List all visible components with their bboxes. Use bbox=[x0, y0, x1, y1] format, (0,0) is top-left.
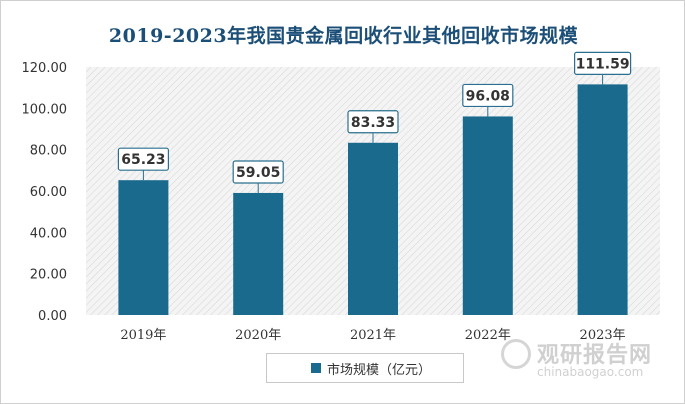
data-label: 111.59 bbox=[576, 56, 630, 72]
data-label: 65.23 bbox=[121, 152, 165, 168]
watermark-brand-cn: 观研报告网 bbox=[537, 343, 653, 368]
data-label: 59.05 bbox=[236, 165, 280, 181]
x-tick-label: 2022年 bbox=[465, 328, 511, 343]
y-tick-label: 100.00 bbox=[22, 102, 68, 117]
y-tick-label: 0.00 bbox=[38, 309, 67, 324]
bar bbox=[462, 116, 513, 316]
bar bbox=[233, 192, 284, 315]
data-label: 83.33 bbox=[351, 115, 395, 131]
x-tick-label: 2023年 bbox=[580, 328, 626, 343]
watermark-logo-icon bbox=[501, 339, 531, 369]
y-tick-label: 80.00 bbox=[30, 144, 67, 159]
x-tick-label: 2021年 bbox=[350, 328, 396, 343]
watermark: 观研报告网 chinabaogao.com bbox=[501, 335, 681, 383]
y-tick-label: 60.00 bbox=[30, 185, 67, 200]
x-tick-label: 2019年 bbox=[120, 328, 166, 343]
y-tick-label: 40.00 bbox=[30, 226, 67, 241]
bar bbox=[577, 84, 628, 315]
chart-title: 2019-2023年我国贵金属回收行业其他回收市场规模 bbox=[108, 25, 579, 47]
legend-label: 市场规模（亿元） bbox=[327, 362, 432, 378]
x-tick-label: 2020年 bbox=[235, 328, 281, 343]
data-label: 96.08 bbox=[466, 88, 510, 104]
y-tick-label: 120.00 bbox=[22, 61, 68, 76]
data-label-box bbox=[573, 51, 632, 75]
bar bbox=[348, 142, 398, 315]
watermark-brand-en: chinabaogao.com bbox=[537, 365, 644, 379]
bar bbox=[118, 180, 169, 315]
legend: 市场规模（亿元） bbox=[266, 353, 464, 383]
legend-swatch bbox=[311, 363, 321, 373]
y-tick-label: 20.00 bbox=[30, 268, 67, 283]
